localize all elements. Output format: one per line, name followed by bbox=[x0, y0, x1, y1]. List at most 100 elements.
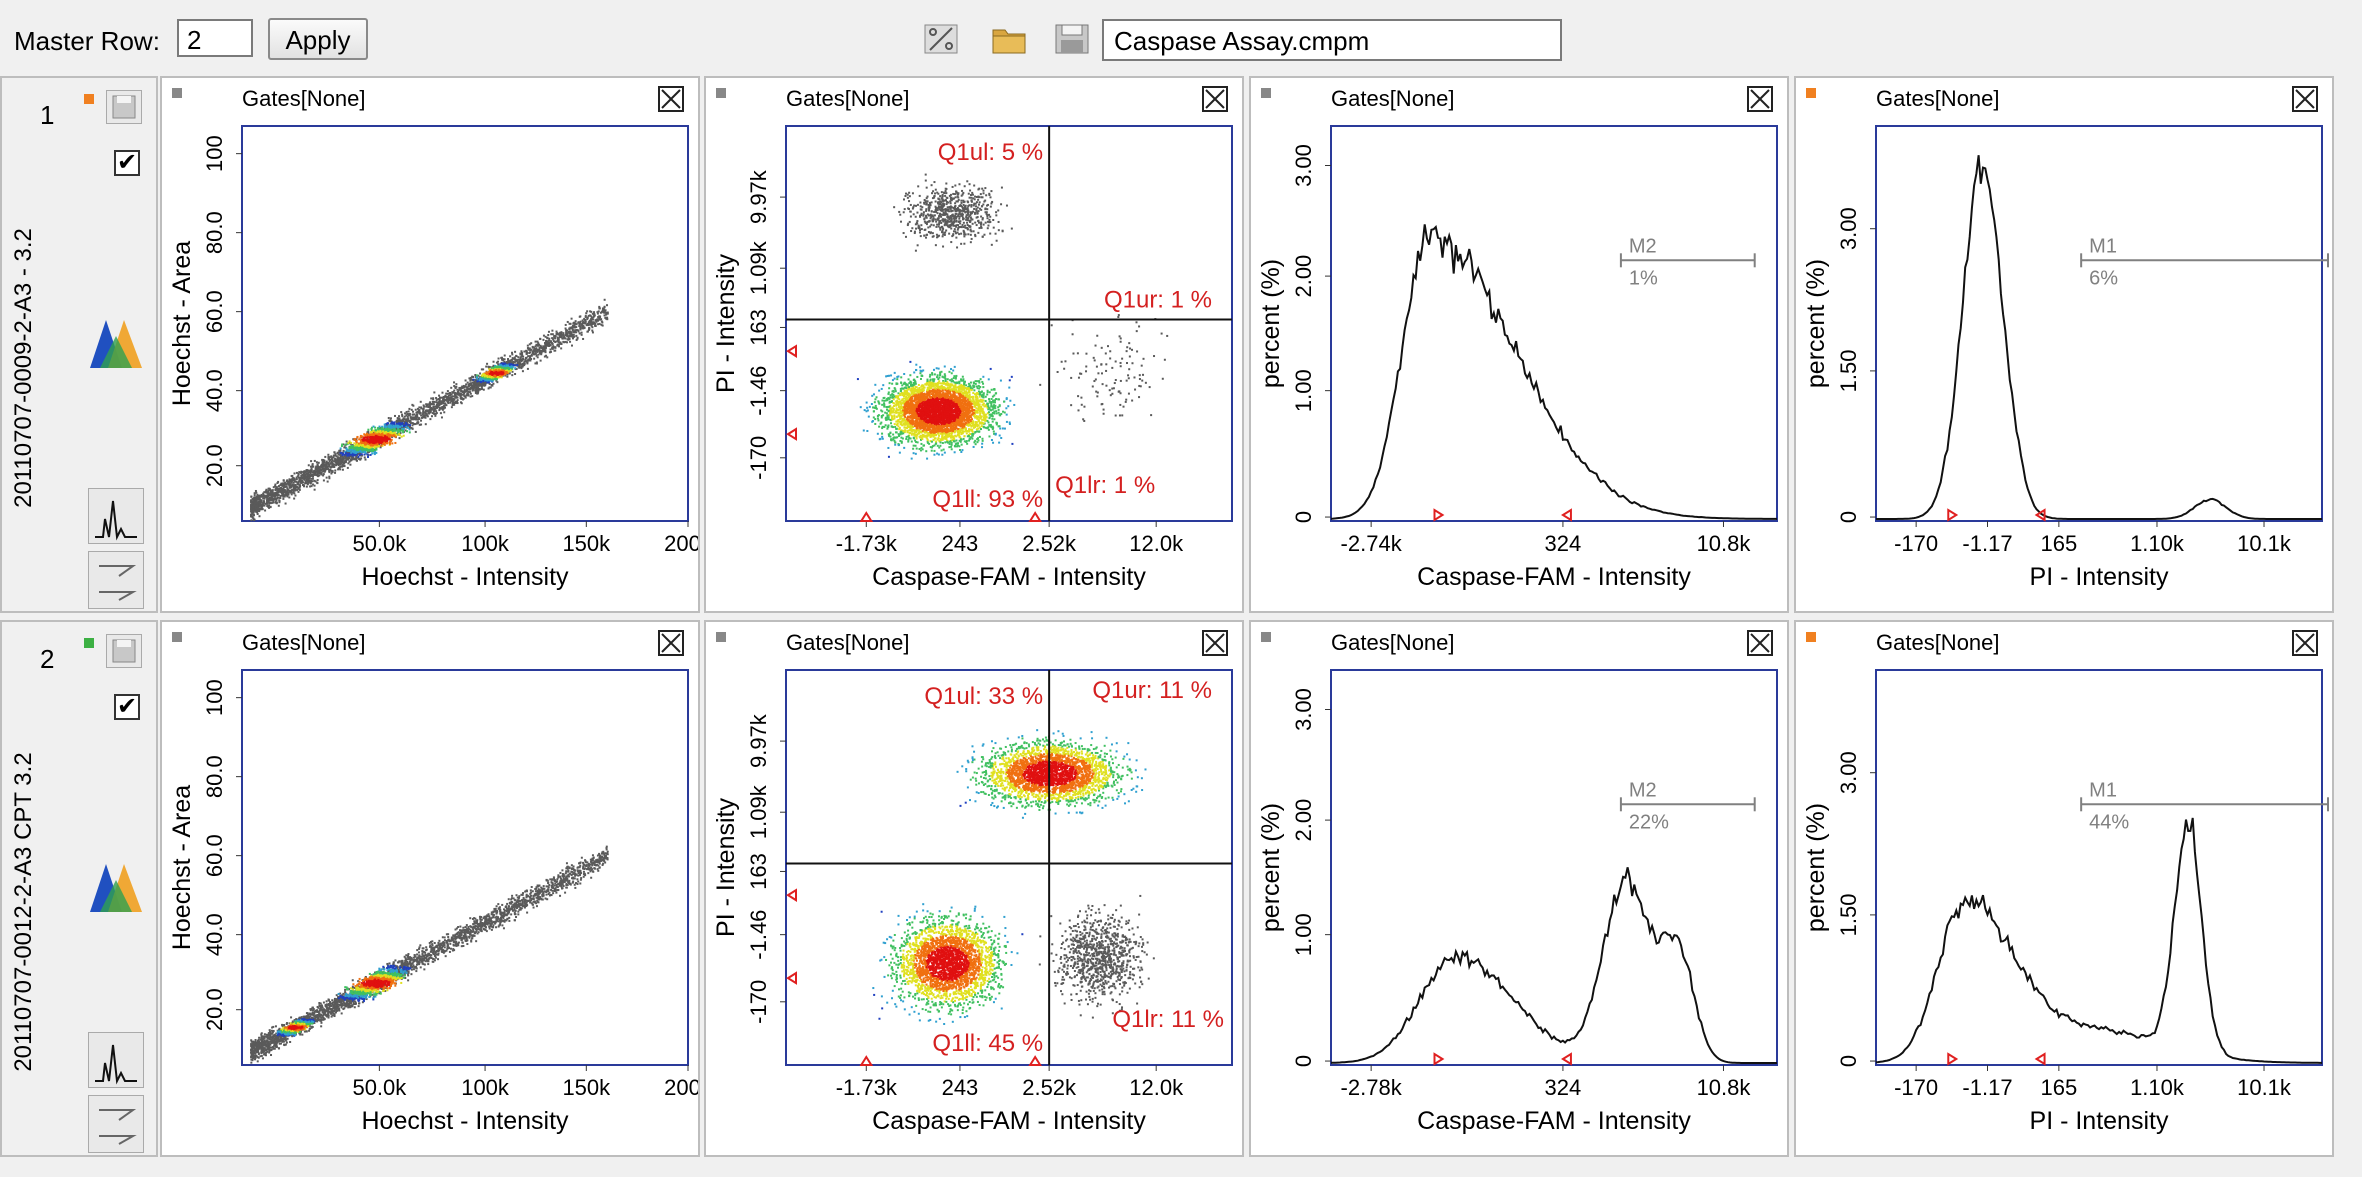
plot-status-indicator bbox=[1261, 88, 1271, 98]
row-sample-name: 20110707-0012-2-A3 CPT 3.2 bbox=[10, 752, 37, 1072]
close-plot-icon[interactable] bbox=[1202, 630, 1228, 656]
close-plot-icon[interactable] bbox=[1747, 630, 1773, 656]
x-tick-label: 243 bbox=[942, 1075, 979, 1100]
plot-frame bbox=[785, 125, 1233, 522]
scatter1-chart: 50.0k 100k 150k 200k 20.0 40.0 60.0 80.0 100 Hoec… bbox=[168, 125, 698, 591]
y-tick-label: -170 bbox=[746, 980, 771, 1024]
y-axis-label: PI - Intensity bbox=[712, 254, 740, 393]
close-plot-icon[interactable] bbox=[658, 630, 684, 656]
close-plot-icon[interactable] bbox=[1202, 86, 1228, 112]
y-tick-label: 40.0 bbox=[202, 369, 227, 412]
scatter1-plot-panel[interactable]: Gates[None] 50.0k 100k 150k 200k 20.0 40.0 60.0… bbox=[160, 76, 700, 613]
histogram-trace bbox=[1876, 155, 2322, 520]
gate-handle bbox=[786, 888, 797, 902]
open-folder-icon[interactable] bbox=[990, 22, 1028, 56]
population-cluster bbox=[1039, 314, 1169, 422]
hist1-plot-panel[interactable]: Gates[None] Caspase-FAM - Intensity percen… bbox=[1249, 620, 1789, 1157]
hist1-chart: Caspase-FAM - Intensity percent (%) -2.78k… bbox=[1257, 669, 1778, 1135]
y-tick-label: 60.0 bbox=[202, 290, 227, 333]
scatter2-chart: -1.73k 243 2.52k 12.0k -170 -1.46 163 1.09k 9.97… bbox=[712, 669, 1233, 1135]
apply-button[interactable]: Apply bbox=[268, 18, 368, 60]
close-plot-icon[interactable] bbox=[658, 86, 684, 112]
y-axis-label: percent (%) bbox=[1802, 803, 1830, 932]
y-axis-label: percent (%) bbox=[1257, 259, 1285, 388]
plot-frame bbox=[1330, 669, 1778, 1066]
x-tick-label: 100k bbox=[461, 1075, 510, 1100]
close-plot-icon[interactable] bbox=[1747, 86, 1773, 112]
scatter2-plot-panel[interactable]: Gates[None] -1.73k 243 2.52k 12.0k -170 -1.46 1… bbox=[704, 620, 1244, 1157]
gate-label[interactable]: Gates[None] bbox=[242, 86, 366, 111]
plot-status-indicator bbox=[716, 632, 726, 642]
x-tick-label: 200k bbox=[664, 1075, 698, 1100]
row-include-checkbox[interactable]: ✔ bbox=[114, 150, 140, 176]
histogram-trace bbox=[1330, 867, 1777, 1064]
histogram-trace bbox=[1875, 817, 2322, 1064]
gate-label[interactable]: Gates[None] bbox=[1331, 86, 1455, 111]
quadrant-lr-label: Q1lr: 11 % bbox=[1112, 1006, 1224, 1033]
gate-label[interactable]: Gates[None] bbox=[1876, 86, 2000, 111]
x-tick-label: 12.0k bbox=[1129, 1075, 1184, 1100]
population-cluster bbox=[893, 173, 1013, 252]
gate-label[interactable]: Gates[None] bbox=[786, 86, 910, 111]
y-axis-label: PI - Intensity bbox=[712, 798, 740, 937]
marker-name: M2 bbox=[1629, 779, 1657, 801]
scatter2-plot-panel[interactable]: Gates[None] -1.73k 243 2.52k 12.0k -170 -1.46 1… bbox=[704, 76, 1244, 613]
marker-range bbox=[2080, 253, 2329, 268]
x-tick-label: 50.0k bbox=[352, 1075, 407, 1100]
y-axis-label: percent (%) bbox=[1802, 259, 1830, 388]
gate-tool-icon[interactable] bbox=[88, 1095, 144, 1153]
x-tick-label: -1.73k bbox=[836, 1075, 898, 1100]
save-row-icon[interactable] bbox=[106, 634, 142, 668]
gate-handle bbox=[1433, 1052, 1445, 1066]
histogram-view-icon[interactable] bbox=[88, 1032, 144, 1088]
hist2-plot-panel[interactable]: Gates[None] PI - Intensity percent (%) -170… bbox=[1794, 620, 2334, 1157]
histogram-view-icon[interactable] bbox=[88, 488, 144, 544]
gate-handle bbox=[859, 1055, 874, 1066]
x-tick-label: 165 bbox=[2041, 531, 2078, 556]
hist1-plot-panel[interactable]: Gates[None] Caspase-FAM - Intensity percen… bbox=[1249, 76, 1789, 613]
y-tick-label: 163 bbox=[746, 853, 771, 890]
x-tick-label: -1.73k bbox=[836, 531, 898, 556]
gate-label[interactable]: Gates[None] bbox=[1876, 630, 2000, 655]
y-tick-label: 1.50 bbox=[1836, 349, 1861, 392]
gate-handle bbox=[2034, 1052, 2046, 1066]
x-tick-label: 1.10k bbox=[2130, 531, 2185, 556]
quadrant-ur-label: Q1ur: 11 % bbox=[1092, 677, 1212, 704]
x-tick-label: -2.74k bbox=[1341, 531, 1403, 556]
population-cluster bbox=[956, 729, 1147, 819]
gate-handle bbox=[1561, 508, 1572, 522]
x-axis-label: PI - Intensity bbox=[2030, 563, 2169, 591]
marker-range bbox=[1619, 797, 1756, 812]
overlay-histogram-icon[interactable] bbox=[88, 314, 144, 370]
hist2-plot-panel[interactable]: Gates[None] PI - Intensity percent (%) -170… bbox=[1794, 76, 2334, 613]
plot-frame bbox=[1875, 669, 2323, 1066]
gate-label[interactable]: Gates[None] bbox=[242, 630, 366, 655]
close-plot-icon[interactable] bbox=[2292, 630, 2318, 656]
y-tick-label: 1.00 bbox=[1291, 369, 1316, 412]
overlay-histogram-icon[interactable] bbox=[88, 858, 144, 914]
save-row-icon[interactable] bbox=[106, 90, 142, 124]
quadrant-ll-label: Q1ll: 93 % bbox=[932, 486, 1043, 513]
gate-label[interactable]: Gates[None] bbox=[1331, 630, 1455, 655]
master-row-input[interactable]: 2 bbox=[177, 19, 253, 57]
x-tick-label: -170 bbox=[1894, 531, 1938, 556]
gate-tool-icon[interactable] bbox=[88, 551, 144, 609]
row-include-checkbox[interactable]: ✔ bbox=[114, 694, 140, 720]
plot-frame bbox=[785, 669, 1233, 1066]
y-tick-label: 9.97k bbox=[746, 713, 771, 768]
row-number: 2 bbox=[40, 644, 55, 674]
scatter1-plot-panel[interactable]: Gates[None] 50.0k 100k 150k 200k 20.0 40.0 60.0… bbox=[160, 620, 700, 1157]
gate-label[interactable]: Gates[None] bbox=[786, 630, 910, 655]
plot-frame bbox=[1330, 125, 1778, 522]
x-tick-label: 100k bbox=[461, 531, 510, 556]
percent-grid-icon[interactable] bbox=[922, 22, 960, 56]
plot-status-indicator bbox=[172, 632, 182, 642]
x-tick-label: -170 bbox=[1894, 1075, 1938, 1100]
save-icon[interactable] bbox=[1053, 22, 1091, 56]
y-tick-label: 100 bbox=[202, 679, 227, 716]
y-tick-label: -1.46 bbox=[746, 366, 771, 416]
file-name-field[interactable]: Caspase Assay.cmpm bbox=[1102, 19, 1562, 61]
gate-handle bbox=[1433, 508, 1445, 522]
x-axis-label: Caspase-FAM - Intensity bbox=[1417, 1107, 1691, 1135]
close-plot-icon[interactable] bbox=[2292, 86, 2318, 112]
